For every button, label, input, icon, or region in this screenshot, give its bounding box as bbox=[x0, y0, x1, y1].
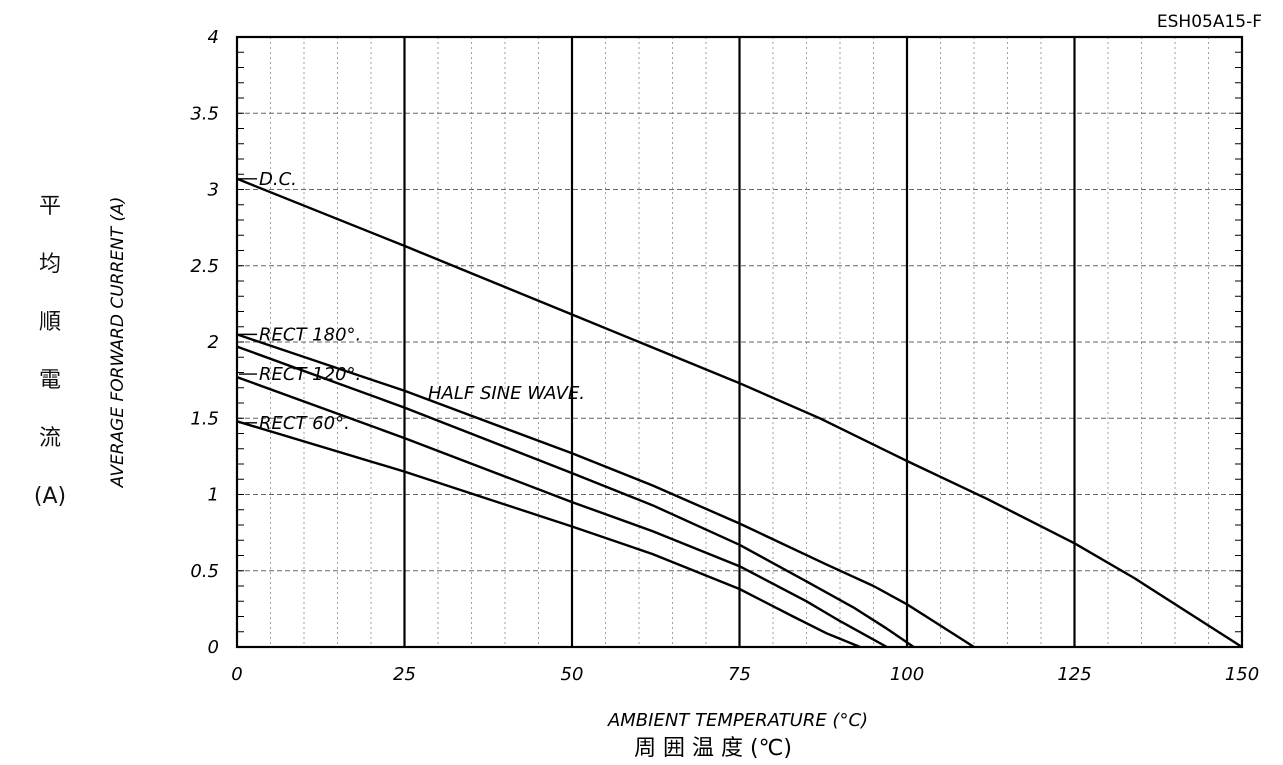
y-axis-label-jp: 平 均 順 電 流 (A) bbox=[30, 178, 70, 526]
y-axis-label-jp-char: 流 bbox=[38, 426, 61, 451]
plot-frame bbox=[235, 35, 1244, 649]
series-label: RECT 180°. bbox=[259, 324, 361, 345]
x-tick-label: 125 bbox=[1057, 664, 1091, 685]
y-axis-label-jp-char: 順 bbox=[38, 310, 61, 335]
series-line-4 bbox=[236, 420, 861, 649]
series-line-0 bbox=[236, 177, 1243, 649]
series-labels: D.C. RECT 180°. RECT 120°. RECT 60°. bbox=[239, 169, 361, 434]
y-axis-label-jp-char: 均 bbox=[38, 252, 61, 277]
series-line-2 bbox=[236, 345, 915, 648]
y-tick-label: 3.5 bbox=[190, 103, 219, 124]
y-axis-label-jp-char: 電 bbox=[38, 368, 61, 393]
x-tick-label: 0 bbox=[231, 664, 242, 685]
y-tick-labels: 0 0.5 1 1.5 2 2.5 3 3.5 4 bbox=[190, 27, 219, 658]
y-tick-label: 1 bbox=[208, 485, 219, 506]
y-tick-label: 2.5 bbox=[190, 256, 219, 277]
y-axis-label-jp-char: 平 bbox=[38, 194, 61, 219]
y-tick-label: 0 bbox=[208, 637, 219, 658]
x-axis-label-jp: 周 囲 温 度 (℃) bbox=[634, 736, 792, 761]
x-tick-label: 100 bbox=[890, 664, 924, 685]
series-label: RECT 60°. bbox=[259, 413, 350, 434]
y-axis-label-jp-unit: (A) bbox=[33, 484, 67, 509]
y-tick-label: 3 bbox=[208, 180, 219, 201]
x-tick-label: 50 bbox=[561, 664, 584, 685]
series-line-3 bbox=[236, 375, 888, 649]
series-line-1 bbox=[236, 333, 975, 649]
series-label: RECT 120°. bbox=[259, 364, 361, 385]
y-tick-label: 2 bbox=[208, 332, 219, 353]
chart-id: ESH05A15-F bbox=[1157, 12, 1262, 32]
x-tick-label: 25 bbox=[393, 664, 416, 685]
annotation-half-sine-wave: HALF SINE WAVE. bbox=[428, 383, 585, 404]
x-axis-label: AMBIENT TEMPERATURE (°C) bbox=[607, 710, 868, 731]
x-tick-label: 150 bbox=[1225, 664, 1259, 685]
series-group bbox=[236, 177, 1243, 649]
x-tick-label: 75 bbox=[728, 664, 751, 685]
grid-minor bbox=[237, 37, 1242, 647]
y-tick-label: 1.5 bbox=[190, 408, 219, 429]
x-tick-labels: 0 25 50 75 100 125 150 bbox=[231, 664, 1259, 685]
minor-ticks bbox=[237, 51, 1242, 633]
y-tick-label: 0.5 bbox=[190, 561, 219, 582]
series-label: D.C. bbox=[259, 169, 297, 190]
y-axis-label: AVERAGE FORWARD CURRENT (A) bbox=[108, 197, 128, 489]
y-tick-label: 4 bbox=[208, 27, 219, 48]
